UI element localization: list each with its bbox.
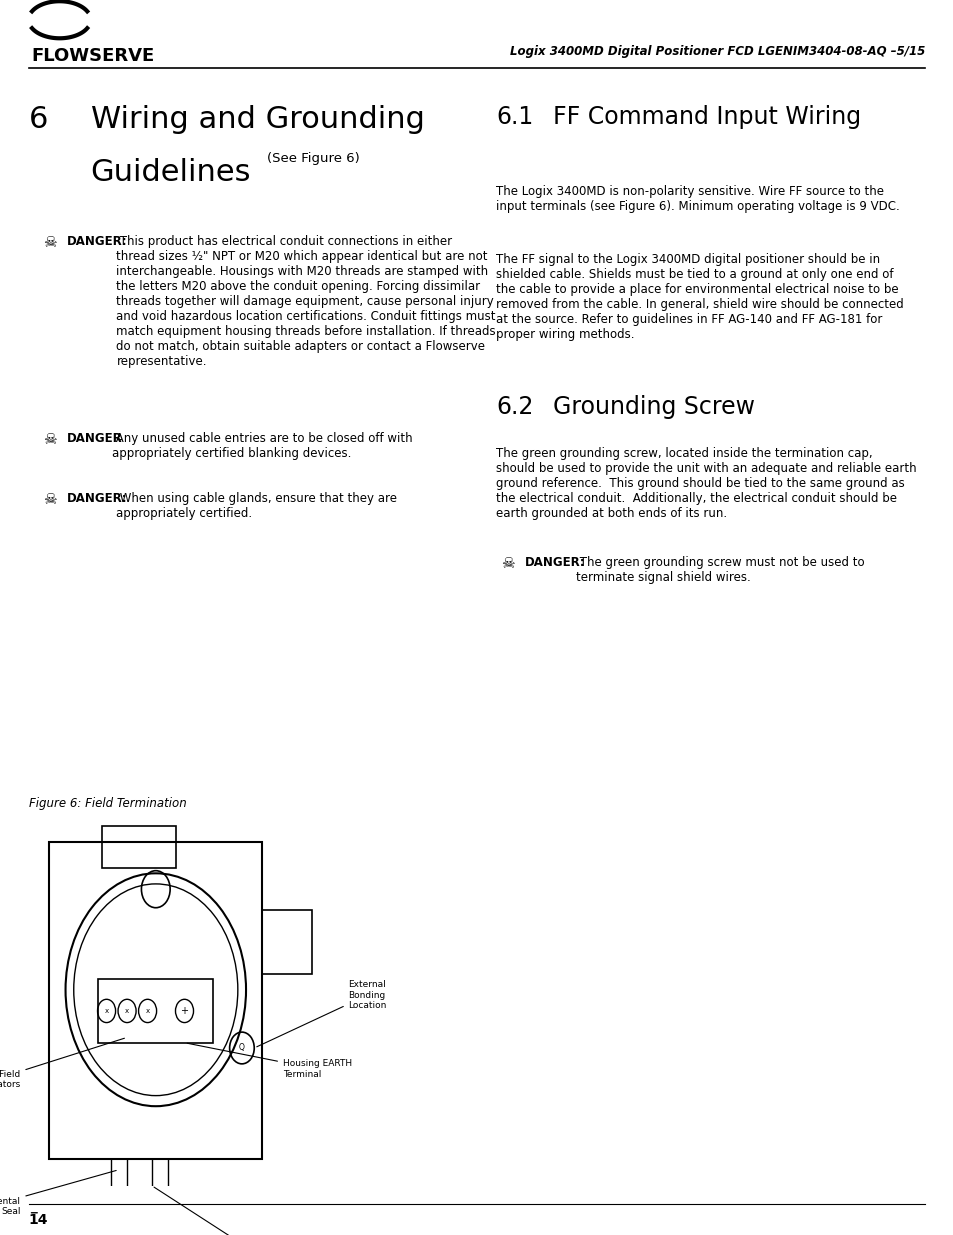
Text: 6.1: 6.1 [496,105,533,128]
Text: FLOWSERVE: FLOWSERVE [31,47,154,64]
Bar [102,826,176,868]
Text: Housing EARTH
Terminal: Housing EARTH Terminal [187,1044,352,1079]
Text: Guidelines: Guidelines [91,158,251,186]
Text: The green grounding screw, located inside the termination cap,
should be used to: The green grounding screw, located insid… [496,447,916,520]
Text: 6: 6 [29,105,48,133]
Text: Q: Q [239,1044,245,1052]
Text: +: + [180,1007,189,1016]
Text: Wiring and Grounding: Wiring and Grounding [91,105,424,133]
Text: Figure 6: Field Termination: Figure 6: Field Termination [29,797,186,810]
Text: The FF signal to the Logix 3400MD digital positioner should be in
shielded cable: The FF signal to the Logix 3400MD digita… [496,253,902,341]
Text: Environmental
Seal: Environmental Seal [0,1171,116,1216]
Text: The green grounding screw must not be used to
terminate signal shield wires.: The green grounding screw must not be us… [576,556,864,584]
Text: DANGER: DANGER [67,432,122,446]
Text: 6.2: 6.2 [496,395,533,419]
Text: 14: 14 [29,1213,48,1226]
Bar [98,979,213,1042]
Text: DANGER:: DANGER: [67,492,128,505]
Text: x: x [125,1008,129,1014]
Text: DANGER:: DANGER: [524,556,585,569]
Text: ☠: ☠ [500,556,514,571]
Text: Connect Shield at Source: Connect Shield at Source [153,1187,307,1235]
Text: When using cable glands, ensure that they are
appropriately certified.: When using cable glands, ensure that the… [116,492,397,520]
Text: This product has electrical conduit connections in either
thread sizes ½" NPT or: This product has electrical conduit conn… [116,235,496,368]
Text: Grounding Screw: Grounding Screw [553,395,755,419]
Text: The Logix 3400MD is non-polarity sensitive. Wire FF source to the
input terminal: The Logix 3400MD is non-polarity sensiti… [496,185,899,214]
Text: External
Bonding
Location: External Bonding Location [256,981,387,1047]
Text: Logix 3400MD Digital Positioner FCD LGENIM3404-08-AQ –5/15: Logix 3400MD Digital Positioner FCD LGEN… [510,44,924,58]
Text: DANGER:: DANGER: [67,235,128,248]
Text: ☠: ☠ [43,235,56,249]
Text: x: x [105,1008,109,1014]
Text: ☠: ☠ [43,492,56,506]
Bar [262,910,312,974]
Bar [49,841,262,1160]
Text: FF Command Input Wiring: FF Command Input Wiring [553,105,861,128]
Text: ☠: ☠ [43,432,56,447]
Text: (See Figure 6): (See Figure 6) [267,152,359,165]
Text: FF Field
Terminators: FF Field Terminators [0,1039,124,1089]
Text: x: x [146,1008,150,1014]
Text: Any unused cable entries are to be closed off with
appropriately certified blank: Any unused cable entries are to be close… [112,432,412,461]
